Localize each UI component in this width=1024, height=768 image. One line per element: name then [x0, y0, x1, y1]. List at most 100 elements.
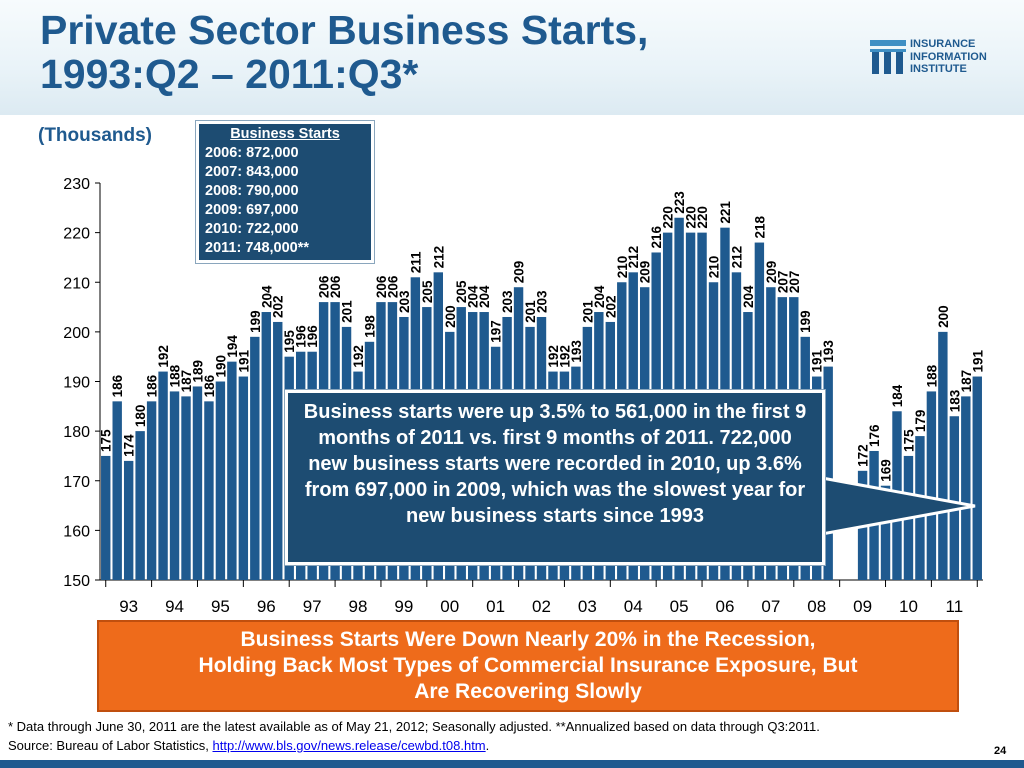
bar [949, 416, 960, 580]
x-tick-label: 07 [761, 597, 780, 616]
bar-value-label: 204 [477, 285, 492, 308]
bar-value-label: 174 [122, 434, 137, 457]
title-line-1: Private Sector Business Starts, [40, 7, 649, 53]
bar-value-label: 200 [443, 305, 458, 328]
bar-value-label: 207 [787, 271, 802, 294]
bar-value-label: 199 [248, 310, 263, 333]
iii-logo: INSURANCE INFORMATION INSTITUTE [870, 38, 1020, 78]
footnote-line-1: * Data through June 30, 2011 are the lat… [8, 719, 820, 734]
y-tick-label: 230 [63, 176, 90, 193]
bar-value-label: 204 [259, 285, 274, 308]
footnote: * Data through June 30, 2011 are the lat… [8, 719, 820, 754]
bar-value-label: 204 [592, 285, 607, 308]
bar [880, 485, 891, 580]
source-suffix: . [485, 738, 490, 753]
bar [146, 401, 157, 580]
bar-value-label: 192 [557, 345, 572, 368]
bottom-bar [0, 760, 1024, 768]
bar-value-label: 193 [569, 340, 584, 363]
bar-value-label: 218 [752, 216, 767, 239]
x-tick-label: 11 [946, 597, 964, 616]
y-tick-label: 160 [63, 523, 90, 540]
logo-text-line-1: INSURANCE [910, 38, 976, 50]
bar-value-label: 203 [397, 290, 412, 313]
bar [181, 396, 191, 580]
banner-line-3: Are Recovering Slowly [414, 680, 642, 703]
x-tick-label: 03 [578, 597, 597, 616]
y-tick-label: 190 [63, 375, 90, 392]
bar-value-label: 212 [729, 246, 744, 269]
bar [273, 321, 283, 580]
bar-value-label: 220 [684, 206, 699, 229]
y-tick-label: 170 [63, 474, 90, 491]
x-tick-label: 95 [211, 597, 230, 616]
bar-value-label: 202 [603, 295, 618, 318]
bar [135, 431, 145, 580]
bar [112, 401, 122, 580]
bar-value-label: 206 [328, 275, 343, 298]
x-tick-label: 93 [119, 597, 138, 616]
infobox-line-2007: 2007: 843,000 [205, 164, 299, 180]
bar-value-label: 216 [649, 225, 664, 248]
bar-value-label: 186 [145, 374, 160, 397]
bar-value-label: 209 [512, 261, 527, 284]
x-tick-label: 10 [899, 597, 918, 616]
bar-value-label: 187 [179, 370, 194, 393]
bar-value-label: 198 [362, 315, 377, 338]
bar-value-label: 192 [351, 345, 366, 368]
bar [972, 376, 982, 580]
x-tick-label: 97 [303, 597, 322, 616]
source-link[interactable]: http://www.bls.gov/news.release/cewbd.t0… [212, 738, 486, 753]
bar [938, 331, 948, 580]
bar-value-label: 192 [156, 345, 171, 368]
x-tick-label: 98 [349, 597, 368, 616]
x-tick-label: 00 [440, 597, 459, 616]
bar-value-label: 183 [947, 389, 962, 412]
bar-value-label: 188 [924, 364, 939, 387]
y-tick-label: 180 [63, 424, 90, 441]
bar-value-label: 186 [202, 374, 217, 397]
bar-value-label: 203 [500, 290, 515, 313]
bar-value-label: 195 [282, 330, 297, 353]
x-tick-label: 94 [165, 597, 184, 616]
units-label: (Thousands) [38, 125, 152, 146]
y-tick-label: 210 [63, 275, 90, 292]
bar [926, 391, 937, 580]
x-tick-label: 96 [257, 597, 276, 616]
infobox-line-2008: 2008: 790,000 [205, 183, 299, 199]
bar-value-label: 223 [672, 191, 687, 214]
y-tick-label: 150 [63, 573, 90, 590]
bar-value-label: 191 [236, 350, 251, 373]
banner-line-1: Business Starts Were Down Nearly 20% in … [240, 628, 816, 651]
bar [227, 361, 237, 580]
bar-value-label: 199 [798, 310, 813, 333]
bar-value-label: 193 [821, 340, 836, 363]
x-tick-label: 05 [670, 597, 689, 616]
source-prefix: Source: Bureau of Labor Statistics, [8, 738, 213, 753]
bar-value-label: 204 [741, 285, 756, 308]
bar [192, 386, 203, 580]
page-title: Private Sector Business Starts, 1993:Q2 … [40, 8, 648, 96]
bar-value-label: 201 [523, 300, 538, 323]
bar-value-label: 197 [489, 320, 504, 343]
bar-value-label: 192 [546, 345, 561, 368]
bar [101, 455, 111, 580]
bar-value-label: 220 [661, 206, 676, 229]
bar [961, 396, 971, 580]
bar-value-label: 204 [466, 285, 481, 308]
bar-value-label: 196 [294, 325, 309, 348]
bar [215, 381, 226, 580]
bar-value-label: 176 [867, 424, 882, 447]
bar [158, 371, 168, 580]
bar [204, 401, 214, 580]
callout-box: Business starts were up 3.5% to 561,000 … [284, 389, 826, 566]
logo-text-line-3: INSTITUTE [910, 63, 967, 75]
x-tick-label: 04 [624, 597, 643, 616]
bar [250, 336, 260, 580]
bar-value-label: 206 [317, 275, 332, 298]
iii-logo-icon [870, 40, 906, 74]
bar-value-label: 186 [110, 374, 125, 397]
bar-value-label: 206 [385, 275, 400, 298]
bar-value-label: 180 [133, 405, 148, 428]
bar-value-label: 175 [901, 429, 916, 452]
